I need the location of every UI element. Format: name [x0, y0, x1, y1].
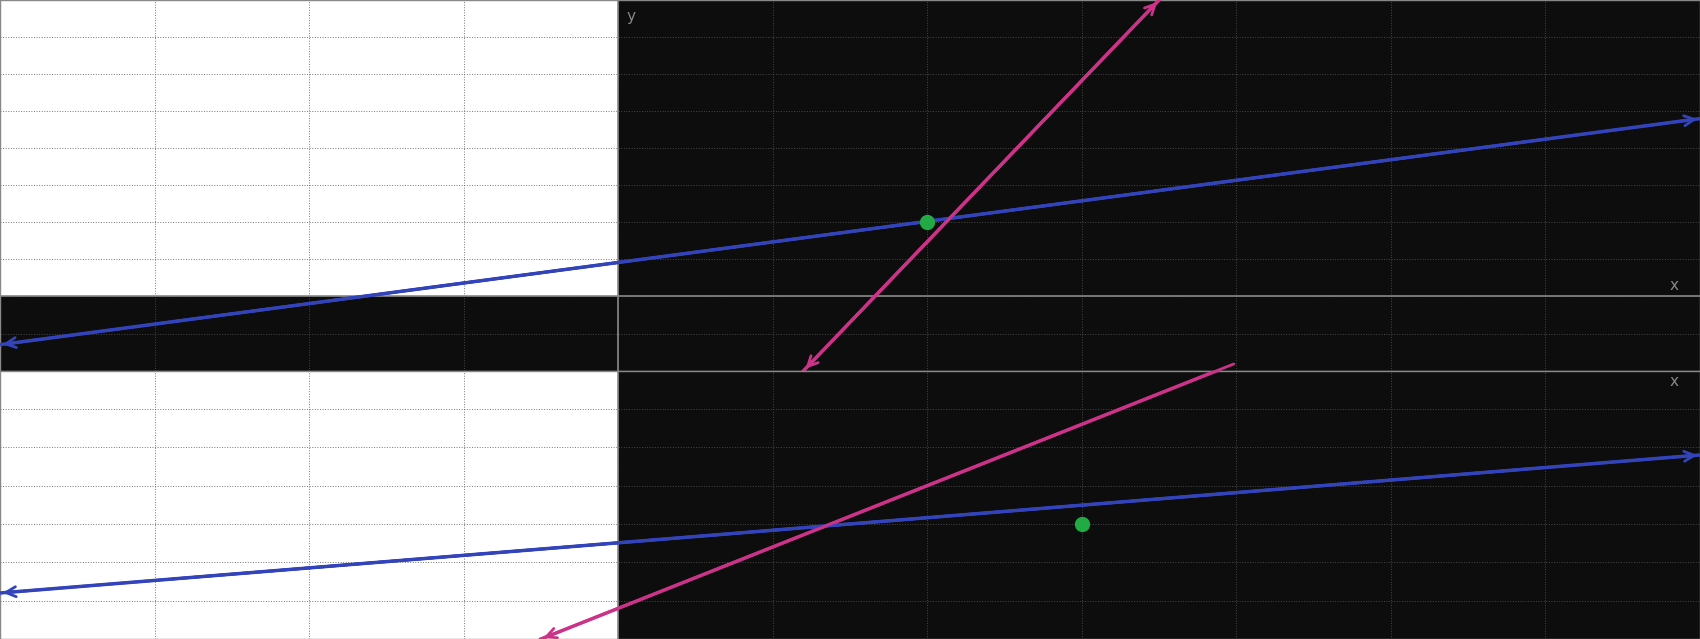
Bar — [0, 371, 619, 639]
Bar — [0, 0, 619, 296]
Text: y: y — [627, 9, 636, 24]
Text: x: x — [1669, 278, 1678, 293]
Text: x: x — [1669, 374, 1678, 389]
